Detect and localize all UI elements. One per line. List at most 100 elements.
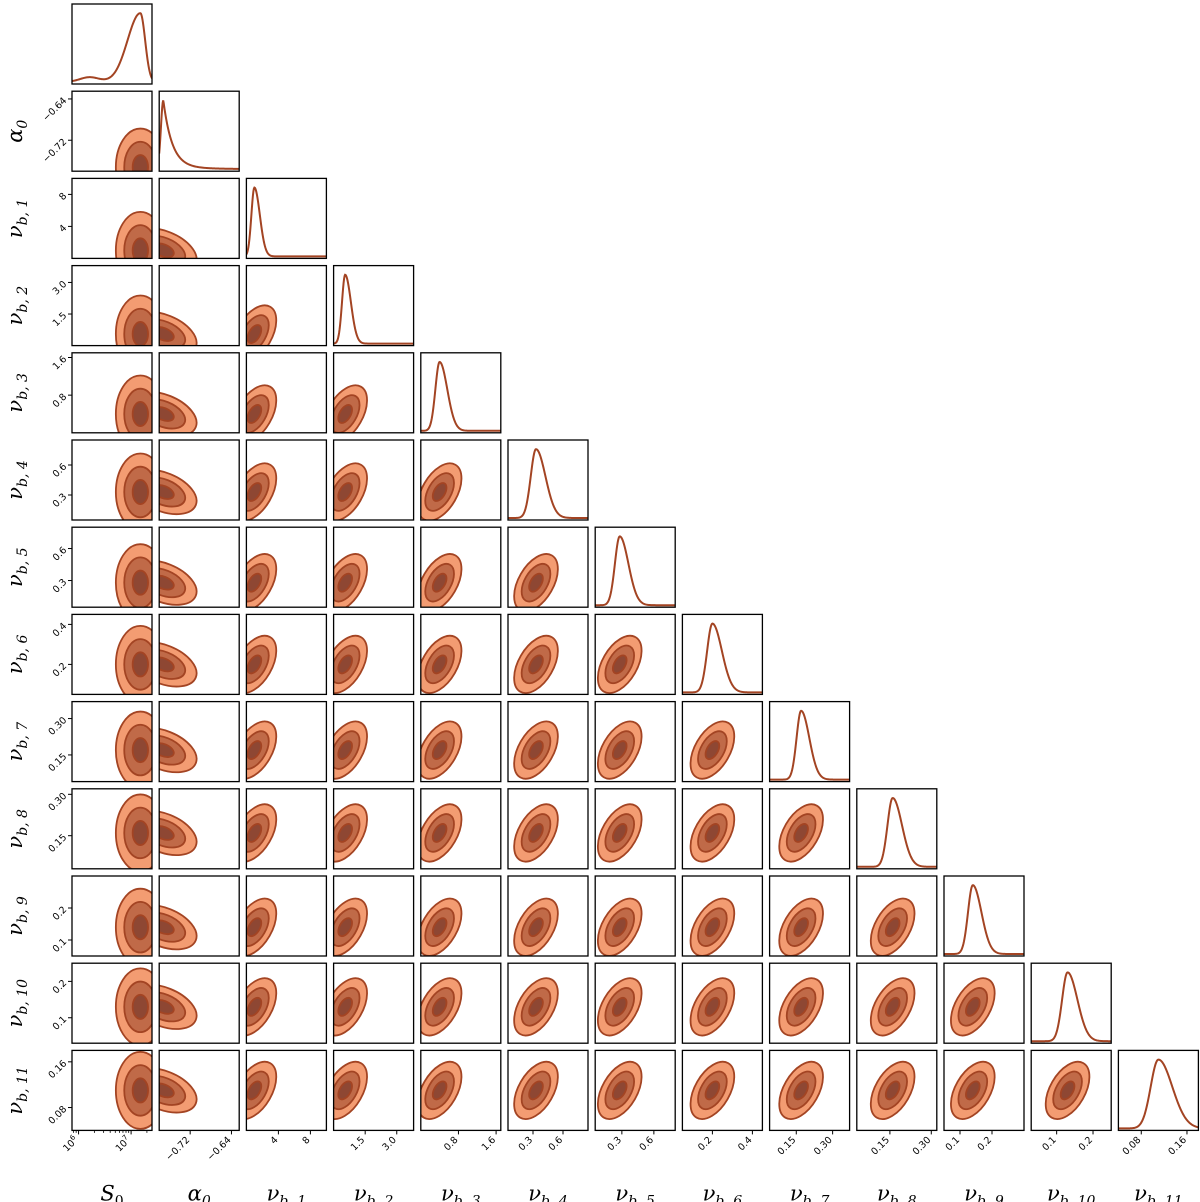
contour-inner <box>131 993 149 1020</box>
panel-8-5 <box>507 700 589 783</box>
x-tick-label-5-0: 0.3 <box>517 1135 535 1153</box>
contours-12-8 <box>778 1060 824 1120</box>
panel-5-1 <box>158 439 240 521</box>
contours-10-2 <box>246 897 278 956</box>
panel-frame <box>594 875 676 957</box>
contour-inner <box>1059 1080 1076 1101</box>
y-axis-label-2: νb, 1 <box>3 199 31 239</box>
x-tick-label-12-0: 0.08 <box>1121 1135 1144 1158</box>
panel-7-6 <box>594 613 676 696</box>
contours-9-7 <box>689 803 736 863</box>
contours-6-4 <box>420 553 463 608</box>
contour-inner <box>131 651 149 678</box>
contour-inner <box>246 324 263 344</box>
contours-6-5 <box>513 553 559 608</box>
panel-10-8 <box>768 875 851 957</box>
contour-inner <box>246 482 263 502</box>
panel-11-0 <box>71 962 153 1044</box>
panel-frame <box>245 352 328 434</box>
contour-inner <box>528 740 544 760</box>
y-tick-label-10-0: 0.1 <box>51 936 69 954</box>
panel-1-1 <box>158 90 240 172</box>
panel-6-4 <box>420 526 502 608</box>
panel-8-4 <box>420 700 502 783</box>
panel-11-10 <box>943 962 1025 1044</box>
panel-frame <box>245 1049 328 1132</box>
panel-6-1 <box>158 526 240 608</box>
x-tick-label-12-1: 0.16 <box>1166 1135 1189 1158</box>
contours-1-0 <box>114 127 152 172</box>
contour-inner <box>131 737 149 764</box>
panel-frame <box>158 526 240 608</box>
panel-11-2 <box>245 962 328 1044</box>
panel-frame <box>420 439 502 521</box>
contours-10-0 <box>114 887 152 956</box>
panel-frame <box>158 962 240 1044</box>
panel-7-2 <box>245 613 328 696</box>
contour-inner <box>131 321 149 346</box>
panel-11-1 <box>158 962 240 1044</box>
panel-12-9 <box>856 1049 938 1132</box>
marginal-curve-3 <box>333 273 414 345</box>
panel-frame <box>594 788 676 870</box>
contours-2-1 <box>159 227 198 259</box>
contours-8-4 <box>420 720 463 780</box>
contours-9-5 <box>513 803 559 863</box>
contours-10-3 <box>333 897 368 956</box>
contour-inner <box>793 823 809 843</box>
y-tick-label-3-1: 3.0 <box>51 279 69 297</box>
panel-6-3 <box>332 526 415 608</box>
panel-frame <box>158 439 240 521</box>
contours-9-4 <box>420 803 463 863</box>
x-tick-label-1-1: −0.64 <box>205 1135 233 1163</box>
contours-4-1 <box>159 390 198 433</box>
x-tick-label-8-1: 0.30 <box>812 1135 835 1158</box>
contour-inner <box>246 917 263 938</box>
panel-11-7 <box>681 962 764 1044</box>
contour-inner <box>131 400 149 427</box>
panel-11-11 <box>1030 962 1112 1044</box>
x-axis-label-10: νb, 9 <box>964 1181 1004 1202</box>
contours-10-8 <box>778 897 824 956</box>
contours-7-0 <box>114 625 152 695</box>
panel-4-0 <box>71 352 153 434</box>
y-tick-label-8-1: 0.30 <box>47 715 70 738</box>
x-tick-label-8-0: 0.15 <box>776 1135 799 1158</box>
contour-inner <box>884 996 901 1017</box>
x-tick-label-1-0: −0.72 <box>164 1135 192 1163</box>
panel-12-7 <box>681 1049 764 1132</box>
panel-frame <box>71 3 153 85</box>
contour-inner <box>337 996 353 1017</box>
contour-inner <box>431 823 448 843</box>
panel-7-3 <box>332 613 415 696</box>
panel-frame <box>332 700 415 783</box>
panel-frame <box>245 788 328 870</box>
panel-frame <box>420 613 502 696</box>
contours-9-0 <box>114 793 152 869</box>
panel-frame <box>245 526 328 608</box>
contours-7-1 <box>159 641 198 688</box>
panel-frame <box>71 788 153 870</box>
panel-frame <box>332 352 415 434</box>
contour-inner <box>431 740 448 760</box>
x-axis-label-7: νb, 6 <box>703 1181 743 1202</box>
contours-11-10 <box>950 977 996 1037</box>
panel-9-3 <box>332 788 415 870</box>
contours-11-9 <box>869 977 916 1037</box>
y-axis-label-11: νb, 10 <box>3 979 31 1028</box>
panel-frame <box>158 613 240 696</box>
panel-frame <box>856 788 938 870</box>
panel-4-1 <box>158 352 240 434</box>
contour-inner <box>528 572 544 593</box>
panel-frame <box>332 788 415 870</box>
contours-4-2 <box>246 384 278 433</box>
panel-frame <box>1117 1049 1200 1132</box>
y-tick-label-12-0: 0.08 <box>47 1104 70 1127</box>
marginal-curve-2 <box>246 186 327 258</box>
contour-inner <box>528 917 544 938</box>
marginal-curve-11 <box>1031 971 1112 1043</box>
panel-7-5 <box>507 613 589 696</box>
panel-frame <box>594 962 676 1044</box>
contours-12-9 <box>869 1060 916 1120</box>
panel-frame <box>594 613 676 696</box>
